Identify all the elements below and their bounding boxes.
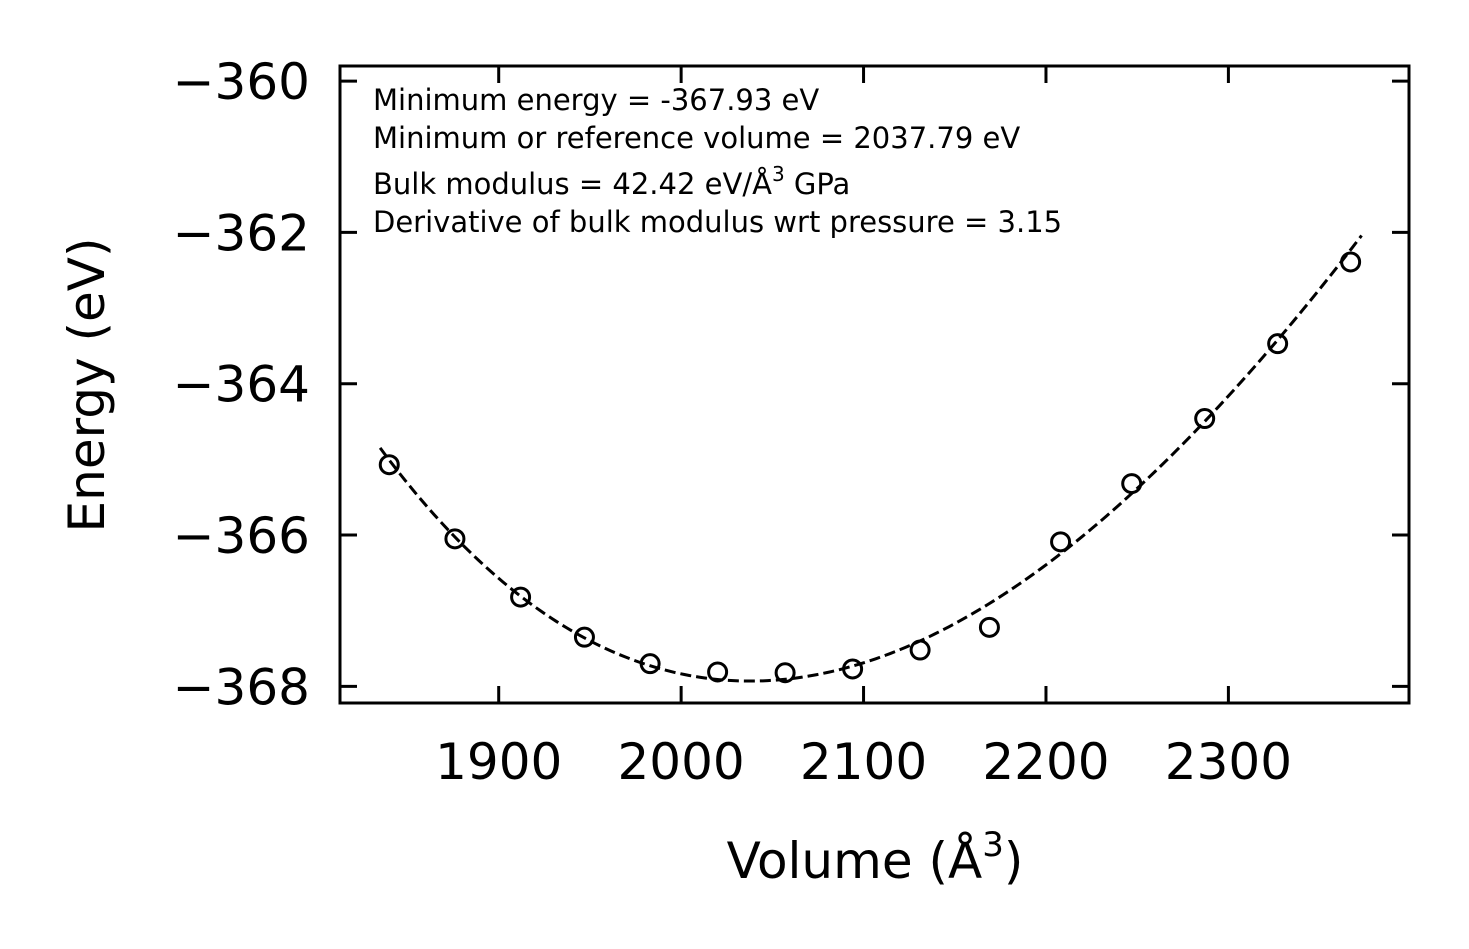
data-point xyxy=(639,653,661,675)
data-point xyxy=(1267,333,1289,355)
y-axis-ticks: −368 −366 −364 −362 −360 xyxy=(173,53,1409,716)
x-tick-label: 2200 xyxy=(982,733,1109,791)
x-axis-label: Volume (Å3) xyxy=(727,825,1024,890)
data-point xyxy=(909,639,931,661)
x-tick-label: 2300 xyxy=(1165,733,1292,791)
x-tick-label: 2000 xyxy=(618,733,745,791)
data-point xyxy=(978,616,1000,638)
y-tick-label: −368 xyxy=(173,658,310,716)
annotation-line: Minimum energy = -367.93 eV xyxy=(373,83,819,117)
data-point xyxy=(573,626,595,648)
fit-curve-layer xyxy=(378,234,1363,683)
annotation-line: Minimum or reference volume = 2037.79 eV xyxy=(373,121,1020,155)
data-point xyxy=(1340,251,1362,273)
annotation-line: Bulk modulus = 42.42 eV/Å3 GPa xyxy=(373,162,850,201)
data-point xyxy=(1194,408,1216,430)
data-point xyxy=(1121,473,1143,495)
data-point xyxy=(444,528,466,550)
y-tick-label: −364 xyxy=(173,356,310,414)
y-axis-label: Energy (eV) xyxy=(58,238,116,533)
x-tick-label: 2100 xyxy=(800,733,927,791)
data-points xyxy=(378,251,1362,684)
data-point xyxy=(1050,531,1072,553)
data-point xyxy=(378,454,400,476)
plot-frame xyxy=(338,64,1411,705)
y-tick-label: −360 xyxy=(173,53,310,111)
y-tick-label: −362 xyxy=(173,204,310,262)
x-tick-label: 1900 xyxy=(435,733,562,791)
data-point xyxy=(707,661,729,683)
y-tick-label: −366 xyxy=(173,507,310,565)
annotation-line: Derivative of bulk modulus wrt pressure … xyxy=(373,205,1062,239)
annotation-block: Minimum energy = -367.93 eV Minimum or re… xyxy=(373,83,1062,239)
data-point xyxy=(842,658,864,680)
fit-curve xyxy=(378,234,1363,683)
data-point xyxy=(510,586,532,608)
x-axis-ticks: 1900 2000 2100 2200 2300 xyxy=(435,66,1292,791)
data-point xyxy=(774,662,796,684)
